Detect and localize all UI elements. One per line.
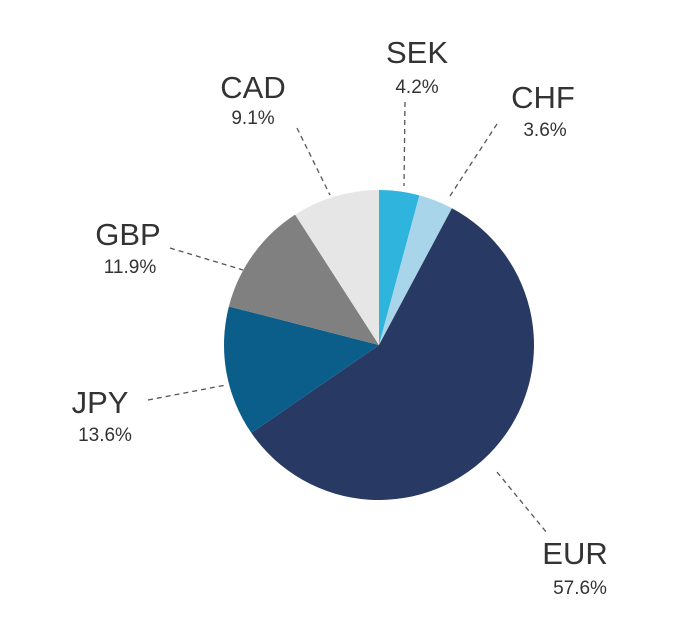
leader-line	[496, 471, 548, 534]
leader-line	[403, 101, 406, 187]
pie-slice	[228, 214, 379, 345]
leader-line	[169, 247, 244, 271]
leader-line	[449, 123, 498, 197]
slice-value-label: 13.6%	[78, 425, 132, 446]
slice-label: GBP	[95, 217, 160, 252]
slice-label: JPY	[72, 385, 129, 420]
pie-slice	[379, 190, 420, 345]
slice-value-label: 57.6%	[553, 578, 607, 599]
slice-label: EUR	[542, 536, 607, 571]
pie-slice	[379, 195, 452, 345]
pie-slice	[224, 306, 379, 433]
slice-value-label: 3.6%	[523, 120, 566, 141]
pie-slice	[295, 190, 379, 345]
slice-value-label: 4.2%	[395, 77, 438, 98]
pie-slice	[251, 208, 534, 500]
slice-label: SEK	[386, 35, 448, 70]
slice-value-label: 11.9%	[104, 257, 157, 278]
slice-label: CAD	[220, 70, 285, 105]
leader-line	[147, 384, 227, 401]
slice-value-label: 9.1%	[231, 108, 274, 129]
leader-line	[296, 127, 331, 196]
slice-label: CHF	[511, 80, 575, 115]
